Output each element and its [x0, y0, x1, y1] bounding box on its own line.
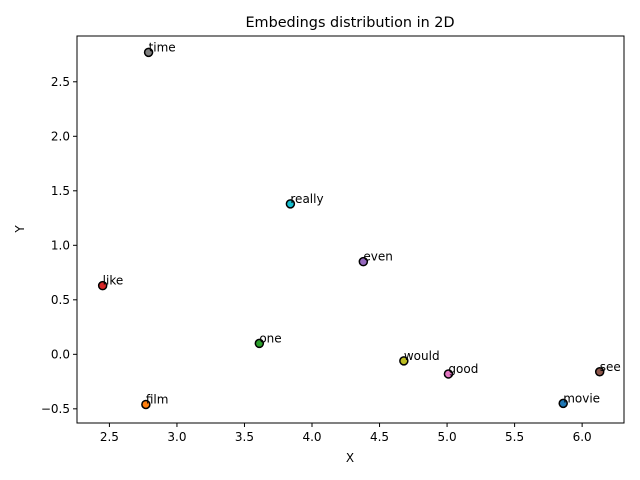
chart-title: Embedings distribution in 2D	[245, 15, 454, 31]
data-point-like	[97, 280, 108, 291]
x-tick-label: 4.0	[302, 430, 321, 444]
point-label-see: see	[600, 360, 621, 374]
point-label-would: would	[404, 349, 440, 363]
data-point-really	[285, 199, 296, 209]
x-tick-label: 3.0	[167, 430, 186, 444]
data-point-time	[143, 47, 154, 58]
y-tick-label: 2.5	[51, 75, 70, 89]
y-tick-label: 0.5	[51, 293, 70, 307]
data-point-see	[594, 367, 605, 377]
point-label-like: like	[103, 274, 124, 288]
data-point-would	[399, 356, 409, 366]
data-point-good	[443, 369, 454, 379]
y-tick-label: 0.0	[51, 347, 70, 361]
point-label-time: time	[149, 40, 176, 54]
y-axis-label: Y	[13, 225, 27, 234]
x-tick-label: 5.5	[505, 430, 524, 444]
y-tick-label: 1.5	[51, 184, 70, 198]
y-tick-label: 1.0	[51, 238, 70, 252]
x-axis-label: X	[346, 451, 354, 465]
point-label-one: one	[259, 331, 281, 345]
y-tick-label: −0.5	[41, 402, 70, 416]
point-label-even: even	[363, 250, 392, 264]
x-tick-label: 2.5	[100, 430, 119, 444]
point-label-really: really	[290, 192, 323, 206]
y-tick-label: 2.0	[51, 129, 70, 143]
data-point-movie	[558, 398, 568, 409]
x-tick-label: 4.5	[370, 430, 389, 444]
x-tick-label: 5.0	[438, 430, 457, 444]
point-label-film: film	[146, 392, 169, 406]
data-point-one	[254, 338, 265, 349]
plot-area-frame	[76, 35, 625, 424]
data-point-even	[358, 256, 369, 267]
point-label-movie: movie	[563, 391, 600, 405]
x-tick-label: 3.5	[235, 430, 254, 444]
data-point-film	[141, 399, 151, 410]
x-tick-label: 6.0	[573, 430, 592, 444]
point-label-good: good	[448, 362, 478, 376]
